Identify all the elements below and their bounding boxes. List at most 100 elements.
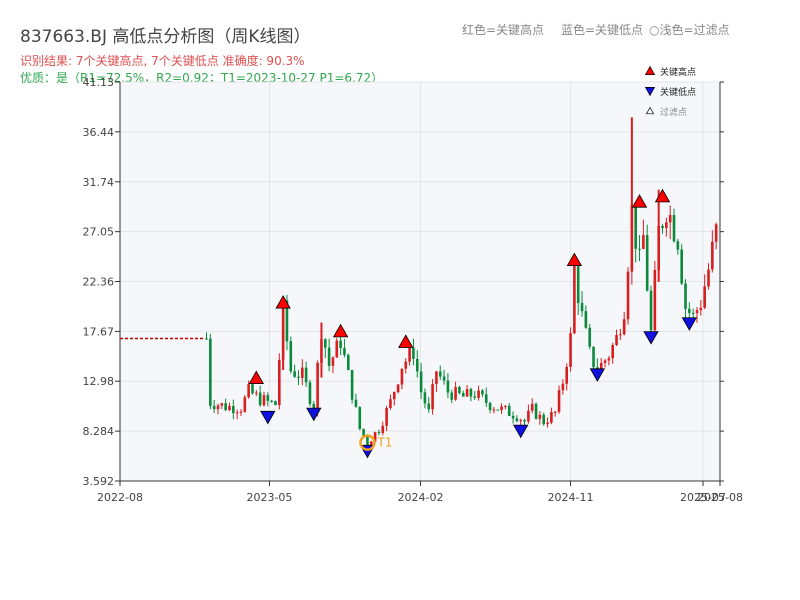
candle-up	[619, 334, 622, 336]
candle-up	[630, 204, 634, 272]
candle-down	[461, 392, 465, 397]
candle-up	[500, 406, 503, 411]
candle-up	[565, 366, 569, 384]
candle-down	[469, 389, 473, 397]
candle-down	[339, 340, 342, 349]
candle-up	[561, 383, 565, 391]
candle-down	[423, 392, 427, 404]
candle-up	[699, 307, 703, 311]
candle-up	[216, 405, 220, 410]
candle-up	[477, 390, 480, 398]
candle-up	[220, 403, 224, 406]
candle-down	[285, 300, 289, 342]
legend-label: 关键低点	[660, 86, 696, 98]
candle-up	[385, 408, 388, 426]
key-high-marker	[398, 334, 414, 348]
y-tick-label: 8.284	[83, 425, 115, 438]
candle-up	[622, 319, 626, 335]
candle-up	[454, 386, 457, 400]
candle-up	[404, 361, 408, 369]
candle-up	[239, 411, 243, 413]
candle-down	[412, 347, 415, 359]
chart-title: 837663.BJ 高低点分析图（周K线图）	[20, 27, 311, 47]
candle-down	[511, 415, 515, 419]
candle-up	[235, 412, 239, 414]
candle-up	[389, 399, 392, 409]
candle-down	[366, 435, 369, 446]
key-high-marker	[275, 295, 291, 309]
candle-up	[373, 432, 377, 442]
candle-up	[431, 384, 434, 410]
legend-symbol	[644, 65, 656, 75]
candle-up	[278, 359, 281, 406]
candle-down	[289, 341, 293, 372]
candle-down	[645, 235, 649, 291]
candle-down	[588, 327, 592, 347]
key-high-marker	[654, 188, 671, 203]
candle-down	[419, 371, 423, 393]
candle-down	[442, 376, 446, 381]
candle-down	[274, 401, 277, 406]
key-low-marker	[643, 331, 659, 345]
candle-down	[649, 290, 653, 331]
candle-down	[515, 418, 519, 421]
candle-up	[243, 397, 247, 412]
legend-symbol	[644, 87, 656, 97]
candle-up	[653, 269, 657, 331]
legend-symbol	[645, 106, 655, 115]
x-tick-label: 2024-02	[398, 491, 444, 504]
key-low-marker	[513, 424, 529, 439]
x-tick-label: 2024-11	[548, 491, 594, 504]
candle-up	[703, 286, 706, 308]
x-tick-label: 2022-08	[97, 491, 143, 504]
x-tick-label: 2025-07	[680, 491, 726, 504]
key-high-marker	[566, 252, 583, 267]
candle-down	[523, 420, 526, 422]
candle-down	[346, 355, 350, 370]
candle-down	[415, 358, 419, 372]
x-tick-label: 2023-05	[246, 491, 292, 504]
candle-down	[258, 392, 262, 406]
legend-label: 过滤点	[660, 106, 687, 118]
candle-down	[297, 376, 300, 378]
candle-down	[209, 338, 212, 406]
candle-down	[212, 405, 216, 410]
candle-down	[327, 347, 331, 366]
candle-down	[293, 371, 296, 377]
candle-down	[488, 402, 492, 411]
candle-up	[626, 271, 630, 320]
candle-down	[458, 386, 461, 393]
legend-label: 关键高点	[660, 66, 696, 78]
candle-down	[427, 403, 431, 410]
candle-down	[691, 312, 695, 314]
key-low-marker	[681, 317, 698, 331]
candle-up	[607, 358, 611, 361]
candle-down	[592, 346, 595, 368]
y-tick-label: 36.44	[83, 126, 115, 139]
t1-circle	[359, 434, 376, 451]
candle-up	[711, 241, 714, 270]
key-low-marker	[260, 410, 276, 425]
x-tick-label: 2025-08	[697, 491, 743, 504]
candle-down	[576, 266, 580, 304]
candle-up	[599, 362, 603, 374]
candle-up	[369, 441, 373, 446]
y-tick-label: 12.98	[83, 375, 115, 388]
candle-up	[611, 345, 615, 359]
key-high-marker	[248, 370, 265, 385]
candle-up	[527, 410, 530, 422]
candle-up	[335, 340, 339, 358]
candle-down	[450, 392, 454, 400]
candle-up	[492, 409, 496, 411]
candle-up	[408, 347, 411, 362]
candle-down	[266, 395, 270, 401]
candle-up	[557, 390, 561, 412]
key-low-marker	[589, 368, 606, 382]
candle-down	[638, 248, 641, 250]
candle-down	[584, 311, 588, 328]
candle-up	[573, 266, 576, 334]
candle-up	[569, 333, 572, 367]
candle-down	[688, 308, 691, 313]
candle-down	[232, 405, 235, 414]
